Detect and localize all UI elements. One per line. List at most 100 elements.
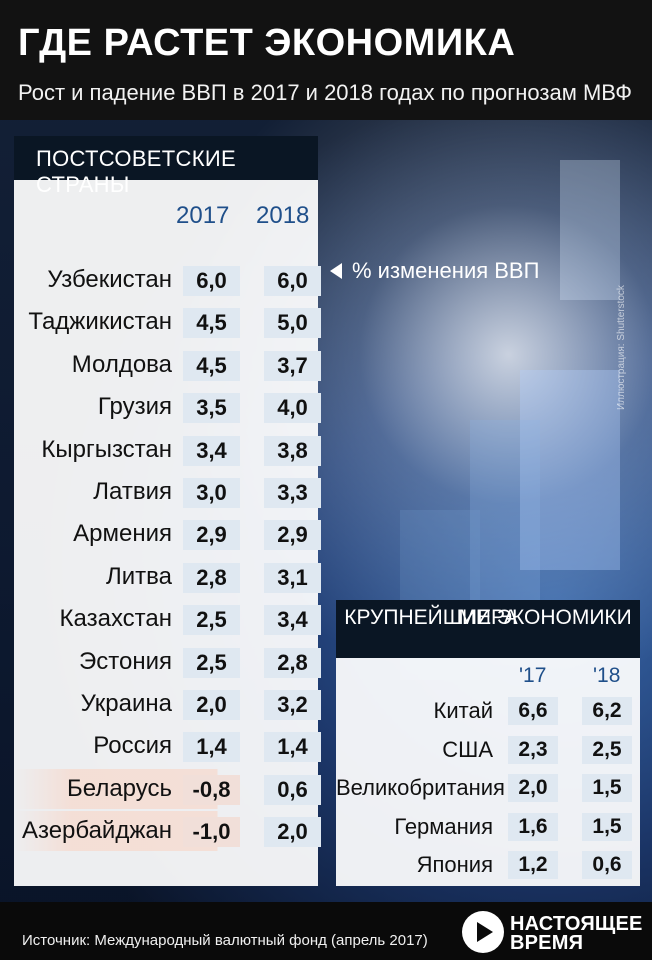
country-name: Казахстан <box>59 605 172 633</box>
year-2017-header: 2017 <box>176 202 230 229</box>
gdp-2017-value: 1,4 <box>183 732 240 763</box>
gdp-2018-value: 6,2 <box>582 697 632 725</box>
gdp-2017-value: 3,4 <box>183 435 240 466</box>
country-name: Узбекистан <box>47 266 172 293</box>
gdp-2018-value: 0,6 <box>582 851 632 879</box>
post-soviet-title: ПОСТСОВЕТСКИЕ СТРАНЫ <box>36 146 236 197</box>
left-triangle-icon <box>330 263 342 279</box>
gdp-2018-value: 2,9 <box>264 520 321 551</box>
table-row: Казахстан 2,5 3,4 <box>14 599 332 639</box>
table-row: Таджикистан 4,5 5,0 <box>14 302 332 342</box>
table-row: Беларусь -0,8 0,6 <box>14 768 332 809</box>
gdp-2018-value: 0,6 <box>264 774 321 805</box>
legend: % изменения ВВП <box>330 258 539 284</box>
logo-line2: ВРЕМЯ <box>510 932 584 954</box>
table-row: Латвия 3,0 3,3 <box>14 472 332 512</box>
table-row: Армения 2,9 2,9 <box>14 514 332 554</box>
largest-economies-panel-header: КРУПНЕЙШИЕ ЭКОНОМИКИ МИРА <box>336 600 640 658</box>
gdp-2018-value: 3,7 <box>264 350 321 381</box>
country-name: Великобритания <box>336 775 505 800</box>
year-2018-header: 2018 <box>256 202 310 229</box>
gdp-2017-value: 3,5 <box>183 393 240 424</box>
country-name: Литва <box>106 562 172 590</box>
page-subtitle: Рост и падение ВВП в 2017 и 2018 годах п… <box>18 80 632 105</box>
country-name: Украина <box>80 690 172 717</box>
table-row: Япония 1,2 0,6 <box>336 846 640 884</box>
country-name: Беларусь <box>67 774 172 802</box>
country-name: Молдова <box>71 350 172 378</box>
gdp-2017-value: 2,3 <box>508 735 558 764</box>
bg-shape <box>560 160 620 300</box>
logo-line1: НАСТОЯЩЕЕ <box>510 913 643 935</box>
table-row: Украина 2,0 3,2 <box>14 684 332 724</box>
largest-economies-title-line1: КРУПНЕЙШИЕ ЭКОНОМИКИ <box>344 606 632 629</box>
gdp-2017-value: 1,6 <box>508 812 558 841</box>
country-name: Кыргызстан <box>41 435 172 463</box>
gdp-2017-value: 4,5 <box>183 308 240 339</box>
gdp-2018-value: 5,0 <box>264 308 321 339</box>
country-name: Армения <box>73 520 172 548</box>
gdp-2018-value: 1,5 <box>582 774 632 802</box>
table-row: США 2,3 2,5 <box>336 731 640 769</box>
table-row: Литва 2,8 3,1 <box>14 557 332 597</box>
country-name: США <box>442 736 493 762</box>
table-row: Германия 1,6 1,5 <box>336 808 640 846</box>
brand-logo: НАСТОЯЩЕЕ ВРЕМЯ <box>462 910 652 956</box>
gdp-2017-value: 1,2 <box>508 851 558 879</box>
gdp-2017-value: 2,8 <box>183 562 240 593</box>
largest-economies-title-line2: МИРА <box>458 606 518 629</box>
country-name: Эстония <box>79 647 172 675</box>
table-row: Россия 1,4 1,4 <box>14 726 332 766</box>
gdp-2017-value: 6,0 <box>183 266 240 296</box>
gdp-2018-value: 1,4 <box>264 732 321 763</box>
largest-economies-title: КРУПНЕЙШИЕ ЭКОНОМИКИ МИРА <box>336 602 640 629</box>
gdp-2017-value: 2,5 <box>183 605 240 636</box>
gdp-2017-value: 2,9 <box>183 520 240 551</box>
watermark-credit: Иллюстрация: Shutterstock <box>616 285 627 410</box>
largest-economies-panel: КРУПНЕЙШИЕ ЭКОНОМИКИ МИРА <box>336 600 640 886</box>
table-row: Эстония 2,5 2,8 <box>14 642 332 682</box>
gdp-2018-value: 1,5 <box>582 812 632 841</box>
gdp-2018-value: 3,8 <box>264 435 321 466</box>
table-row: Молдова 4,5 3,7 <box>14 345 332 385</box>
gdp-2017-value: -0,8 <box>183 774 240 805</box>
gdp-2018-value: 2,8 <box>264 647 321 678</box>
gdp-2018-value: 3,3 <box>264 478 321 508</box>
country-name: Азербайджан <box>21 817 172 845</box>
country-name: Германия <box>394 813 493 839</box>
country-name: Россия <box>93 732 172 760</box>
bg-shape <box>520 370 620 570</box>
table-row: Великобритания 2,0 1,5 <box>336 769 640 807</box>
gdp-2017-value: 6,6 <box>508 697 558 725</box>
country-name: Грузия <box>97 393 172 421</box>
gdp-2018-value: 2,5 <box>582 735 632 764</box>
footer: Источник: Международный валютный фонд (а… <box>0 902 652 960</box>
gdp-2017-value: -1,0 <box>183 817 240 848</box>
country-name: Таджикистан <box>28 308 172 336</box>
country-name: Китай <box>433 698 493 723</box>
post-soviet-panel-header: ПОСТСОВЕТСКИЕ СТРАНЫ <box>14 136 318 197</box>
table-row: Узбекистан 6,0 6,0 <box>14 260 332 300</box>
gdp-2017-value: 3,0 <box>183 478 240 508</box>
gdp-2018-value: 6,0 <box>264 266 321 296</box>
year-17-header: '17 <box>519 664 547 687</box>
header: ГДЕ РАСТЕТ ЭКОНОМИКА Рост и падение ВВП … <box>0 0 652 120</box>
gdp-2017-value: 4,5 <box>183 350 240 381</box>
country-name: Латвия <box>93 478 172 505</box>
table-row: Азербайджан -1,0 2,0 <box>14 811 332 852</box>
page-title: ГДЕ РАСТЕТ ЭКОНОМИКА <box>18 22 516 64</box>
year-18-header: '18 <box>593 664 621 687</box>
gdp-2018-value: 4,0 <box>264 393 321 424</box>
gdp-2018-value: 2,0 <box>264 817 321 848</box>
gdp-2018-value: 3,2 <box>264 690 321 720</box>
gdp-2017-value: 2,5 <box>183 647 240 678</box>
play-logo-icon <box>462 911 504 953</box>
gdp-2017-value: 2,0 <box>183 690 240 720</box>
source-note: Источник: Международный валютный фонд (а… <box>22 932 428 949</box>
table-row: Грузия 3,5 4,0 <box>14 387 332 427</box>
country-name: Япония <box>416 852 493 877</box>
gdp-2018-value: 3,1 <box>264 562 321 593</box>
table-row: Кыргызстан 3,4 3,8 <box>14 430 332 470</box>
gdp-2018-value: 3,4 <box>264 605 321 636</box>
legend-label: % изменения ВВП <box>352 258 540 283</box>
